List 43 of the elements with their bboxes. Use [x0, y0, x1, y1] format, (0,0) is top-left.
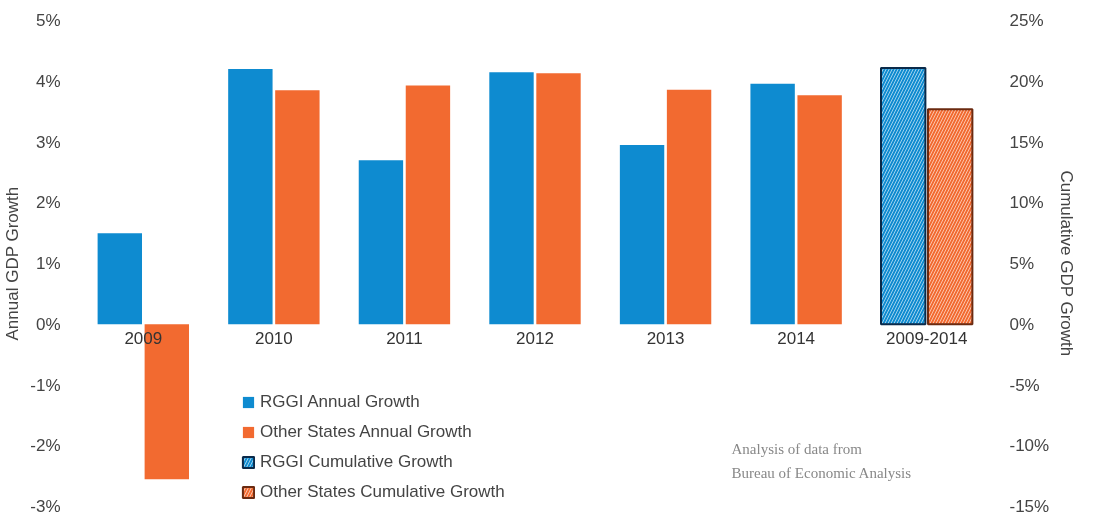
x-tick-label: 2014: [777, 329, 816, 349]
bar: [97, 233, 142, 325]
y2-tick-label: -15%: [1009, 497, 1050, 516]
y-tick-label: -2%: [30, 436, 61, 456]
y2-tick-label: 10%: [1009, 193, 1044, 213]
bar: [358, 160, 404, 325]
y2-tick-label: 5%: [1009, 254, 1035, 273]
bar: [275, 90, 320, 325]
y-tick-label: 2%: [35, 193, 61, 213]
annotation: Analysis of data from: [731, 440, 863, 457]
y-tick-label: 3%: [35, 132, 61, 152]
x-tick-label: 2010: [254, 329, 293, 349]
bar: [489, 72, 534, 325]
y2-tick-label: -5%: [1009, 375, 1040, 395]
y-axis-title: Annual GDP Growth: [3, 186, 23, 341]
x-tick-label: 2012: [516, 329, 554, 349]
x-tick-label: 2009-2014: [886, 329, 968, 349]
y2-tick-label: 15%: [1009, 132, 1044, 152]
bar: [405, 85, 451, 325]
bar: [797, 95, 842, 325]
y2-axis-title: Cumulative GDP Growth: [1057, 170, 1077, 357]
y-tick-label: 1%: [35, 254, 61, 273]
legend-label: Other States Cumulative Growth: [260, 481, 505, 503]
y2-tick-label: 0%: [1009, 314, 1035, 334]
x-tick-label: 2013: [646, 329, 685, 349]
annotation: Bureau of Economic Analysis: [731, 464, 912, 481]
y-tick-label: -1%: [30, 375, 61, 395]
y-tick-label: 4%: [35, 71, 61, 91]
bar: [619, 145, 665, 325]
bar: [536, 73, 581, 325]
y-tick-label: 0%: [35, 314, 61, 334]
bar: [750, 83, 795, 325]
bar: [228, 69, 273, 325]
legend-label: RGGI Cumulative Growth: [260, 451, 453, 473]
x-tick-label: 2011: [386, 329, 423, 349]
y2-tick-label: 20%: [1009, 71, 1044, 91]
y2-tick-label: -10%: [1009, 436, 1050, 456]
legend-label: Other States Annual Growth: [260, 421, 472, 443]
y-tick-label: -3%: [30, 497, 61, 516]
y2-tick-label: 25%: [1009, 11, 1044, 30]
legend-label: RGGI Annual Growth: [260, 391, 420, 413]
bar: [666, 89, 712, 325]
y-tick-label: 5%: [35, 11, 61, 30]
